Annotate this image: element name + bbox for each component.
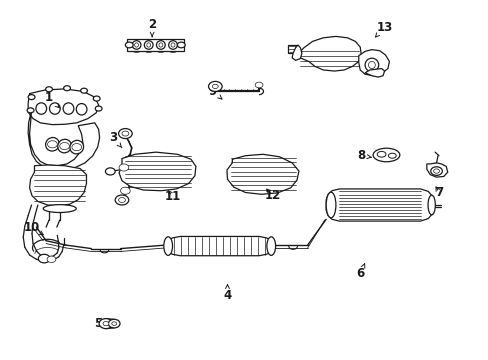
Ellipse shape	[368, 62, 374, 68]
Circle shape	[60, 143, 69, 150]
Ellipse shape	[70, 140, 83, 154]
Text: 7: 7	[434, 186, 442, 199]
Circle shape	[47, 141, 57, 148]
Circle shape	[27, 108, 34, 113]
Ellipse shape	[159, 43, 163, 47]
Circle shape	[28, 95, 35, 100]
Polygon shape	[426, 163, 447, 177]
Circle shape	[81, 88, 87, 93]
Text: 6: 6	[355, 264, 364, 280]
Ellipse shape	[163, 237, 172, 255]
Text: 3: 3	[109, 131, 122, 148]
Ellipse shape	[144, 41, 153, 49]
Ellipse shape	[146, 43, 150, 47]
Ellipse shape	[76, 104, 87, 115]
Circle shape	[72, 144, 81, 151]
Text: 12: 12	[264, 189, 280, 202]
Ellipse shape	[372, 148, 399, 162]
Circle shape	[118, 129, 132, 139]
Text: 10: 10	[23, 221, 43, 235]
Ellipse shape	[45, 138, 59, 151]
Circle shape	[177, 42, 185, 48]
Ellipse shape	[43, 204, 76, 212]
Ellipse shape	[58, 139, 71, 153]
Circle shape	[108, 319, 120, 328]
Text: 11: 11	[164, 190, 180, 203]
Circle shape	[208, 81, 222, 91]
Circle shape	[112, 322, 116, 325]
Polygon shape	[166, 237, 272, 256]
Polygon shape	[291, 45, 301, 60]
Circle shape	[45, 87, 52, 92]
Ellipse shape	[376, 152, 385, 157]
Circle shape	[63, 86, 70, 91]
Polygon shape	[358, 50, 388, 76]
Text: 4: 4	[223, 285, 231, 302]
Ellipse shape	[134, 43, 138, 47]
Circle shape	[120, 187, 130, 194]
Polygon shape	[287, 45, 296, 53]
Circle shape	[38, 254, 50, 263]
Ellipse shape	[427, 195, 434, 215]
Ellipse shape	[387, 153, 395, 158]
Circle shape	[47, 256, 56, 262]
Polygon shape	[28, 111, 100, 170]
Circle shape	[125, 42, 133, 48]
Ellipse shape	[365, 58, 378, 72]
Polygon shape	[30, 165, 86, 206]
Circle shape	[119, 164, 128, 171]
Circle shape	[255, 82, 263, 88]
Ellipse shape	[171, 43, 175, 47]
Ellipse shape	[325, 192, 335, 218]
Polygon shape	[28, 89, 99, 125]
Ellipse shape	[36, 103, 46, 114]
Ellipse shape	[132, 41, 141, 49]
Polygon shape	[295, 36, 361, 71]
Text: 5: 5	[94, 317, 108, 330]
Text: 8: 8	[356, 149, 370, 162]
Ellipse shape	[156, 41, 165, 49]
Polygon shape	[226, 154, 298, 194]
Circle shape	[99, 319, 113, 329]
Polygon shape	[325, 189, 432, 221]
Ellipse shape	[63, 103, 74, 114]
Ellipse shape	[49, 103, 60, 114]
Polygon shape	[119, 152, 196, 191]
Circle shape	[115, 195, 128, 205]
Text: 1: 1	[45, 91, 59, 108]
Circle shape	[105, 168, 115, 175]
Circle shape	[93, 96, 100, 101]
Text: 2: 2	[148, 18, 156, 37]
Ellipse shape	[266, 237, 275, 255]
Circle shape	[212, 84, 218, 89]
Text: 9: 9	[208, 85, 222, 99]
Circle shape	[433, 169, 439, 173]
Polygon shape	[126, 39, 183, 51]
Text: 13: 13	[375, 21, 392, 37]
Ellipse shape	[168, 41, 177, 49]
Circle shape	[103, 321, 109, 326]
Polygon shape	[365, 68, 384, 77]
Circle shape	[118, 198, 125, 203]
Circle shape	[95, 106, 102, 111]
Circle shape	[430, 167, 442, 175]
Circle shape	[122, 131, 128, 136]
